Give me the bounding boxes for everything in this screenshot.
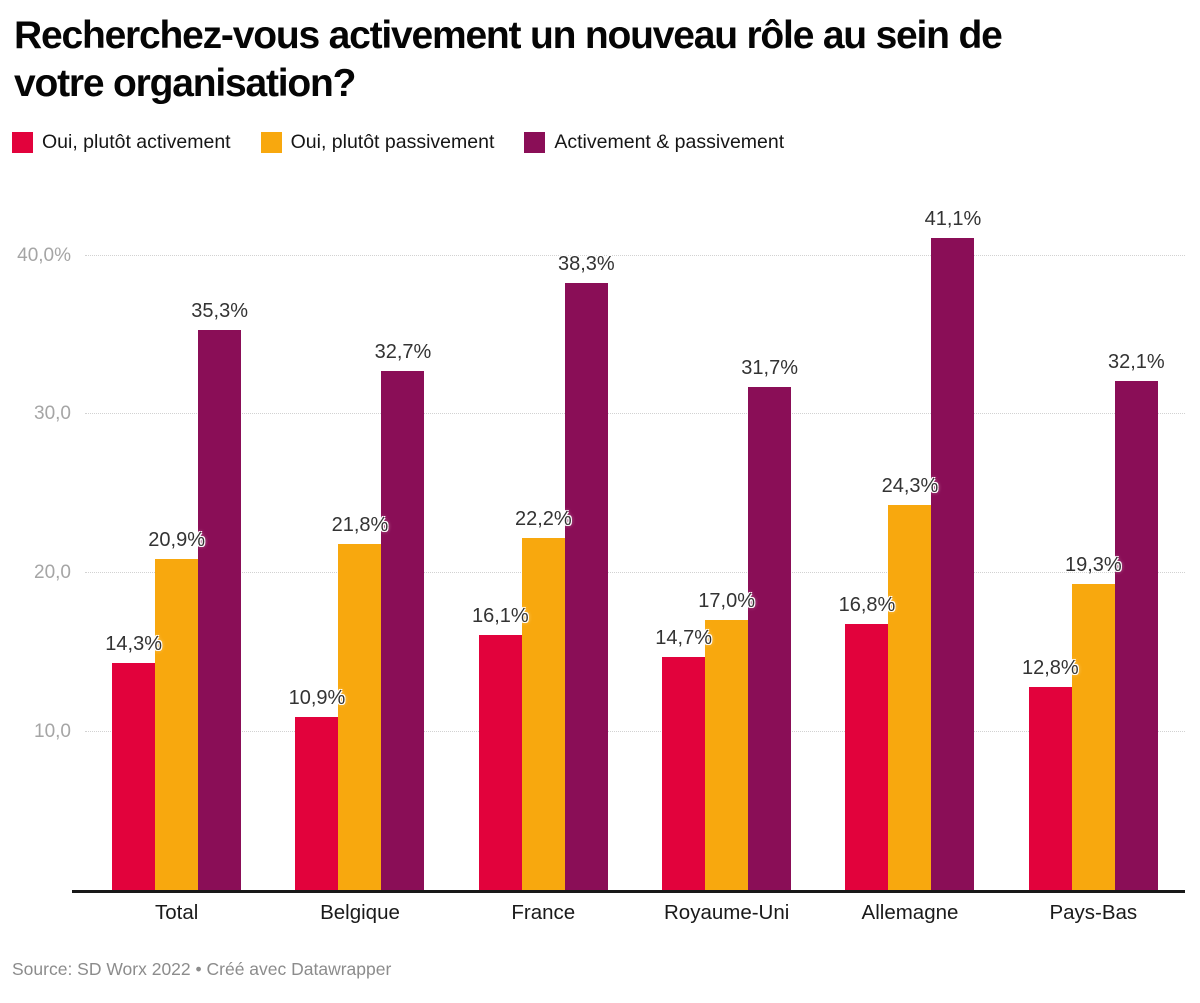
value-label-activement-passivement-france: 38,3%: [557, 252, 615, 275]
x-axis-category-label-allemagne: Allemagne: [861, 901, 959, 925]
bar-group-royaume-uni: 14,7% 17,0% 31,7%: [635, 192, 818, 891]
value-label-oui-plut-t-activement-france: 16,1%: [471, 604, 529, 627]
bar-oui-plut-t-activement-royaume-uni[interactable]: [662, 656, 706, 891]
x-axis-category-label-royaume-uni: Royaume-Uni: [663, 901, 790, 925]
bar-oui-plut-t-passivement-pays-bas[interactable]: [1071, 584, 1115, 891]
gridline: [85, 413, 1185, 415]
plot-area: 10,0 20,0 30,0 40,0% 14,3% 20,9% 35,3% 10,9% 21,…: [17, 192, 1185, 894]
bar-activement-passivement-royaume-uni[interactable]: [748, 387, 792, 891]
bar-oui-plut-t-activement-total[interactable]: [112, 663, 156, 891]
legend-item-activement-passivement: Activement & passivement: [524, 131, 784, 154]
value-label-oui-plut-t-passivement-belgique: 21,8%: [331, 514, 389, 537]
bar-oui-plut-t-passivement-total[interactable]: [155, 558, 199, 891]
value-label-oui-plut-t-passivement-france: 22,2%: [514, 507, 572, 530]
value-label-oui-plut-t-passivement-total: 20,9%: [148, 528, 206, 551]
bar-oui-plut-t-activement-france[interactable]: [478, 634, 522, 891]
legend-item-oui-plut-t-passivement: Oui, plutôt passivement: [260, 131, 495, 154]
value-label-oui-plut-t-activement-total: 14,3%: [105, 633, 163, 656]
value-label-activement-passivement-pays-bas: 32,1%: [1107, 350, 1165, 373]
bar-group-france: 16,1% 22,2% 38,3%: [452, 192, 635, 891]
x-axis-category-label-belgique: Belgique: [320, 901, 400, 925]
bar-group-total: 14,3% 20,9% 35,3%: [85, 192, 268, 891]
source-attribution: Source: SD Worx 2022 • Créé avec Datawra…: [12, 959, 392, 980]
chart-header: Recherchez-vous activement un nouveau rô…: [0, 0, 1200, 107]
bar-oui-plut-t-passivement-royaume-uni[interactable]: [705, 620, 749, 891]
y-axis-tick-label: 40,0%: [17, 244, 71, 266]
x-axis-line: [72, 890, 1185, 894]
bar-activement-passivement-total[interactable]: [198, 330, 242, 891]
bar-oui-plut-t-activement-allemagne[interactable]: [845, 623, 889, 891]
legend-label: Oui, plutôt activement: [42, 131, 231, 154]
y-axis-tick-label: 20,0: [34, 561, 71, 583]
value-label-oui-plut-t-passivement-allemagne: 24,3%: [881, 474, 939, 497]
value-label-activement-passivement-allemagne: 41,1%: [924, 208, 982, 231]
y-axis-tick-label: 30,0: [34, 403, 71, 425]
value-label-activement-passivement-belgique: 32,7%: [374, 341, 432, 364]
legend-label: Oui, plutôt passivement: [290, 131, 495, 154]
bar-oui-plut-t-passivement-france[interactable]: [521, 537, 565, 891]
legend: Oui, plutôt activement Oui, plutôt passiv…: [0, 107, 1200, 154]
bar-oui-plut-t-activement-belgique[interactable]: [295, 717, 339, 891]
bar-oui-plut-t-activement-pays-bas[interactable]: [1028, 687, 1072, 891]
bar-activement-passivement-pays-bas[interactable]: [1114, 380, 1158, 891]
bar-oui-plut-t-passivement-belgique[interactable]: [338, 544, 382, 891]
legend-swatch-icon: [260, 132, 282, 154]
gridline: [85, 571, 1185, 573]
value-label-oui-plut-t-activement-pays-bas: 12,8%: [1021, 657, 1079, 680]
value-label-oui-plut-t-activement-allemagne: 16,8%: [838, 593, 896, 616]
value-label-oui-plut-t-activement-belgique: 10,9%: [288, 687, 346, 710]
value-label-activement-passivement-royaume-uni: 31,7%: [741, 357, 799, 380]
bar-activement-passivement-france[interactable]: [564, 282, 608, 891]
legend-swatch-icon: [12, 132, 33, 154]
value-label-oui-plut-t-passivement-royaume-uni: 17,0%: [698, 590, 756, 613]
gridline: [85, 254, 1185, 256]
bar-activement-passivement-belgique[interactable]: [381, 371, 425, 891]
bar-activement-passivement-allemagne[interactable]: [931, 238, 975, 891]
legend-item-oui-plut-t-activement: Oui, plutôt activement: [12, 131, 231, 154]
x-axis-category-label-pays-bas: Pays-Bas: [1049, 901, 1138, 925]
bar-group-pays-bas: 12,8% 19,3% 32,1%: [1002, 192, 1185, 891]
bar-group-belgique: 10,9% 21,8% 32,7%: [268, 192, 451, 891]
chart-title: Recherchez-vous activement un nouveau rô…: [14, 14, 1003, 105]
value-label-activement-passivement-total: 35,3%: [191, 300, 249, 323]
x-axis-category-label-france: France: [511, 901, 576, 925]
value-label-oui-plut-t-activement-royaume-uni: 14,7%: [655, 626, 713, 649]
bar-group-allemagne: 16,8% 24,3% 41,1%: [818, 192, 1001, 891]
y-axis-tick-label: 10,0: [34, 720, 71, 742]
legend-swatch-icon: [524, 132, 546, 154]
gridline: [85, 730, 1185, 732]
bar-oui-plut-t-passivement-allemagne[interactable]: [888, 504, 932, 891]
legend-label: Activement & passivement: [554, 131, 785, 154]
x-axis-labels: Total Belgique France Royaume-Uni Allemagne P…: [85, 890, 1185, 925]
x-axis-category-label-total: Total: [155, 901, 199, 925]
value-label-oui-plut-t-passivement-pays-bas: 19,3%: [1064, 554, 1122, 576]
